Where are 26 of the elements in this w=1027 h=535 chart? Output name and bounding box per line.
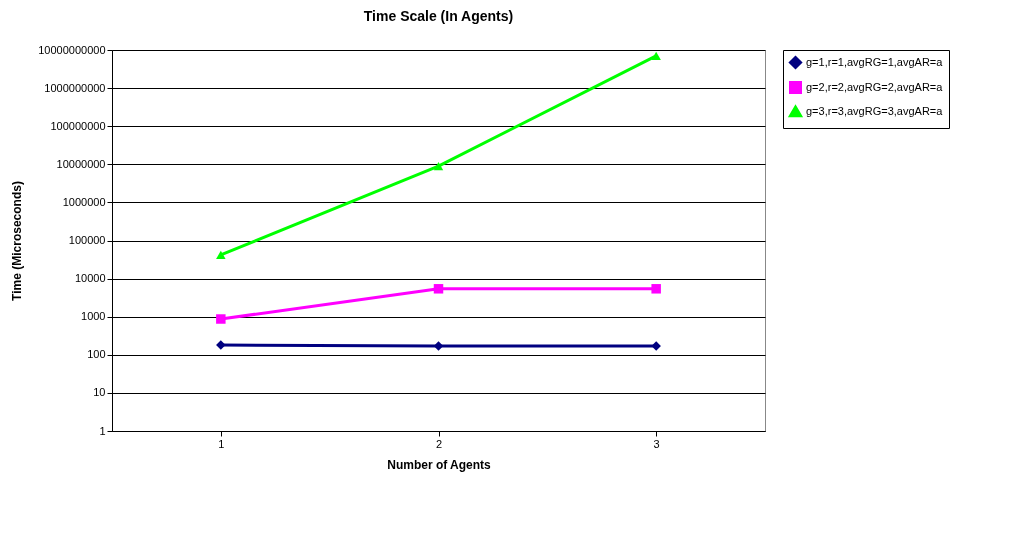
x-tick-label: 3 xyxy=(653,437,660,450)
y-tick-label: 10000000 xyxy=(56,157,106,170)
y-tick-label: 1000000000 xyxy=(44,81,106,94)
point xyxy=(651,284,661,294)
point xyxy=(216,314,226,324)
y-tick-label: 1000 xyxy=(81,310,106,323)
legend-label: g=1,r=1,avgRG=1,avgAR=a xyxy=(806,55,944,68)
y-axis-title: Time (Microseconds) xyxy=(10,181,25,301)
x-tick-label: 1 xyxy=(218,437,225,450)
y-tick-label: 10000 xyxy=(74,272,106,285)
chart-title: Time Scale (In Agents) xyxy=(363,8,514,24)
point xyxy=(216,250,226,259)
y-tick-label: 100 xyxy=(87,348,106,361)
y-tick-label: 1000000 xyxy=(62,195,106,208)
x-tick-label: 2 xyxy=(435,437,443,450)
point xyxy=(651,51,661,61)
y-tick-label: 10000000000 xyxy=(38,43,106,56)
y-tick-label: 1 xyxy=(99,424,106,437)
y-tick-label: 100000 xyxy=(68,234,106,246)
x-axis-title: Number of Agents xyxy=(387,457,492,472)
legend-label: g=3,r=3,avgRG=3,avgAR=a xyxy=(806,104,944,117)
point xyxy=(433,161,444,171)
legend-label: g=2,r=2,avgRG=2,avgAR=a xyxy=(806,80,944,93)
y-tick-label: 100000000 xyxy=(50,119,106,132)
point xyxy=(433,284,444,294)
y-tick-label: 10 xyxy=(93,386,106,399)
